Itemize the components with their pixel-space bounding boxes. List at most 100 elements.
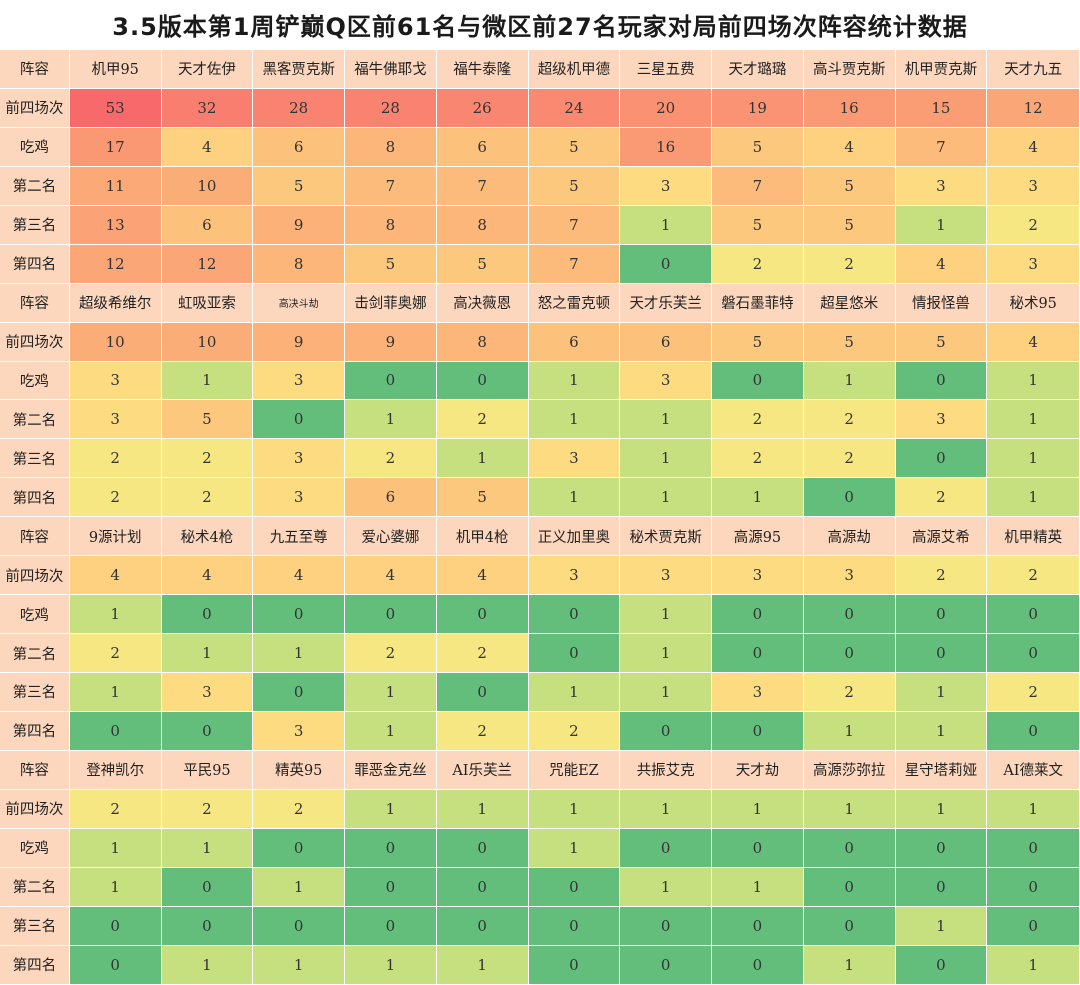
- data-cell: 3: [528, 439, 621, 479]
- composition-header: 黑客贾克斯: [253, 50, 346, 89]
- data-row: 前四场次 2 2 2 1 1 1 1 1 1 1 1: [0, 789, 1080, 829]
- data-cell: 0: [712, 595, 804, 635]
- composition-header: 高斗贾克斯: [803, 50, 896, 89]
- composition-header: 登神凯尔: [69, 750, 162, 790]
- data-cell: 6: [620, 322, 713, 362]
- data-cell: 2: [712, 244, 804, 284]
- data-cell: 1: [161, 945, 254, 985]
- data-cell: 0: [69, 945, 162, 985]
- data-cell: 1: [803, 789, 896, 829]
- data-cell: 1: [528, 673, 621, 712]
- data-cell: 0: [987, 906, 1080, 946]
- data-cell: 1: [803, 361, 896, 401]
- data-cell: 2: [803, 439, 896, 479]
- composition-header: 高决薇恩: [436, 283, 529, 323]
- composition-header: 高源莎弥拉: [803, 750, 896, 790]
- data-row: 第二名 11 10 5 7 7 5 3 7 5 3 3: [0, 166, 1080, 206]
- data-cell: 1: [253, 945, 346, 985]
- data-cell: 1: [436, 439, 529, 479]
- data-cell: 0: [161, 711, 254, 751]
- data-cell: 3: [620, 166, 713, 206]
- data-cell: 3: [69, 361, 162, 401]
- data-cell: 4: [161, 556, 254, 596]
- composition-header: 天才九五: [987, 50, 1080, 89]
- data-cell: 2: [161, 789, 254, 829]
- data-cell: 2: [803, 673, 896, 712]
- data-cell: 1: [895, 711, 988, 751]
- data-cell: 3: [620, 556, 713, 596]
- data-cell: 1: [528, 361, 621, 401]
- data-cell: 19: [712, 88, 804, 128]
- data-cell: 0: [436, 906, 529, 946]
- data-cell: 9: [345, 322, 437, 362]
- composition-header: 秘术95: [987, 283, 1080, 323]
- data-cell: 0: [528, 867, 621, 907]
- row-label: 吃鸡: [0, 595, 70, 635]
- data-cell: 7: [712, 166, 804, 206]
- data-cell: 2: [987, 673, 1080, 712]
- data-cell: 16: [620, 127, 713, 167]
- data-cell: 1: [161, 361, 254, 401]
- data-cell: 2: [69, 789, 162, 829]
- data-cell: 1: [69, 867, 162, 907]
- data-cell: 3: [161, 673, 254, 712]
- row-label: 第四名: [0, 945, 70, 985]
- data-cell: 1: [987, 945, 1080, 985]
- header-label: 阵容: [0, 750, 70, 790]
- data-cell: 1: [987, 361, 1080, 401]
- data-cell: 3: [620, 361, 713, 401]
- data-cell: 1: [161, 634, 254, 673]
- composition-header: 高源95: [712, 517, 804, 557]
- data-cell: 8: [436, 205, 529, 245]
- data-cell: 6: [161, 205, 254, 245]
- data-cell: 0: [161, 906, 254, 946]
- header-label: 阵容: [0, 517, 70, 557]
- header-row: 阵容 登神凯尔 平民95 精英95 罪恶金克丝 AI乐芙兰 咒能EZ 共振艾克 天才劫 高源莎弥拉…: [0, 750, 1080, 790]
- data-cell: 1: [620, 673, 713, 712]
- row-label: 吃鸡: [0, 361, 70, 401]
- row-label: 第二名: [0, 400, 70, 440]
- composition-header: 超星悠米: [803, 283, 896, 323]
- data-cell: 0: [803, 478, 896, 518]
- data-cell: 2: [69, 634, 162, 673]
- data-row: 第四名 0 1 1 1 1 0 0 0 1 0 1: [0, 945, 1080, 985]
- row-label: 前四场次: [0, 789, 70, 829]
- composition-header: 机甲精英: [987, 517, 1080, 557]
- data-cell: 28: [253, 88, 346, 128]
- data-cell: 1: [620, 789, 713, 829]
- data-cell: 5: [436, 478, 529, 518]
- data-cell: 4: [161, 127, 254, 167]
- data-cell: 0: [712, 711, 804, 751]
- data-cell: 0: [161, 867, 254, 907]
- composition-header: 福牛佛耶戈: [345, 50, 437, 89]
- data-cell: 0: [712, 828, 804, 868]
- data-cell: 4: [436, 556, 529, 596]
- row-label: 第四名: [0, 711, 70, 751]
- data-cell: 1: [987, 789, 1080, 829]
- composition-header: 高源劫: [803, 517, 896, 557]
- composition-header: 天才佐伊: [161, 50, 254, 89]
- data-cell: 1: [253, 867, 346, 907]
- data-cell: 0: [436, 867, 529, 907]
- composition-header: AI德莱文: [987, 750, 1080, 790]
- data-cell: 10: [161, 166, 254, 206]
- data-cell: 1: [620, 478, 713, 518]
- composition-header: 天才乐芙兰: [620, 283, 713, 323]
- data-cell: 5: [712, 322, 804, 362]
- data-cell: 26: [436, 88, 529, 128]
- data-cell: 0: [895, 439, 988, 479]
- data-cell: 2: [161, 439, 254, 479]
- data-cell: 0: [253, 400, 346, 440]
- data-cell: 1: [987, 439, 1080, 479]
- data-cell: 5: [253, 166, 346, 206]
- composition-header: 平民95: [161, 750, 254, 790]
- data-cell: 0: [987, 711, 1080, 751]
- data-cell: 0: [803, 595, 896, 635]
- data-cell: 7: [895, 127, 988, 167]
- data-cell: 7: [345, 166, 437, 206]
- data-cell: 1: [895, 789, 988, 829]
- header-row: 阵容 超级希维尔 虹吸亚索 高决斗劫 击剑菲奥娜 高决薇恩 怒之雷克顿 天才乐芙兰 磐石墨菲特超…: [0, 283, 1080, 323]
- data-row: 第二名 3 5 0 1 2 1 1 2 2 3 1: [0, 400, 1080, 440]
- data-cell: 0: [345, 361, 437, 401]
- data-cell: 9: [253, 322, 346, 362]
